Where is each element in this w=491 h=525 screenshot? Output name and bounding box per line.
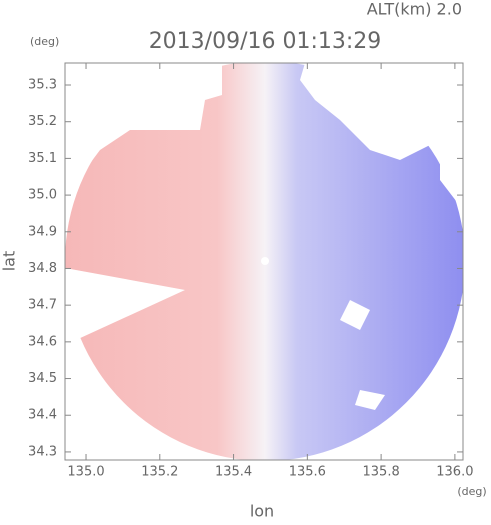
y-tick-label: 34.6: [28, 334, 57, 349]
y-unit: (deg): [30, 35, 59, 48]
y-tick-label: 35.1: [28, 151, 57, 166]
y-tick-label: 34.7: [28, 298, 57, 313]
y-tick-label: 35.2: [28, 114, 57, 129]
plot-frame: [64, 62, 464, 461]
x-tick-label: 135.8: [363, 465, 400, 480]
y-axis-label: lat: [0, 251, 19, 272]
y-tick-label: 34.5: [28, 371, 57, 386]
y-tick-label: 35.3: [28, 78, 57, 93]
y-tick-label: 34.3: [28, 444, 57, 459]
x-tick-label: 136.0: [436, 465, 473, 480]
y-tick-label: 34.4: [28, 408, 57, 423]
chart-title: 2013/09/16 01:13:29: [149, 29, 382, 54]
x-tick-label: 135.6: [289, 465, 326, 480]
annotation: ALT(km) 2.0: [367, 0, 462, 19]
y-tick-label: 34.8: [28, 261, 57, 276]
y-tick-label: 34.9: [28, 224, 57, 239]
x-tick-label: 135.2: [141, 465, 178, 480]
x-tick-label: 135.0: [67, 465, 104, 480]
x-axis-label: lon: [250, 502, 274, 521]
y-tick-label: 35.0: [28, 188, 57, 203]
radar-field: [65, 63, 463, 460]
x-tick-label: 135.4: [215, 465, 252, 480]
x-unit: (deg): [457, 485, 486, 498]
